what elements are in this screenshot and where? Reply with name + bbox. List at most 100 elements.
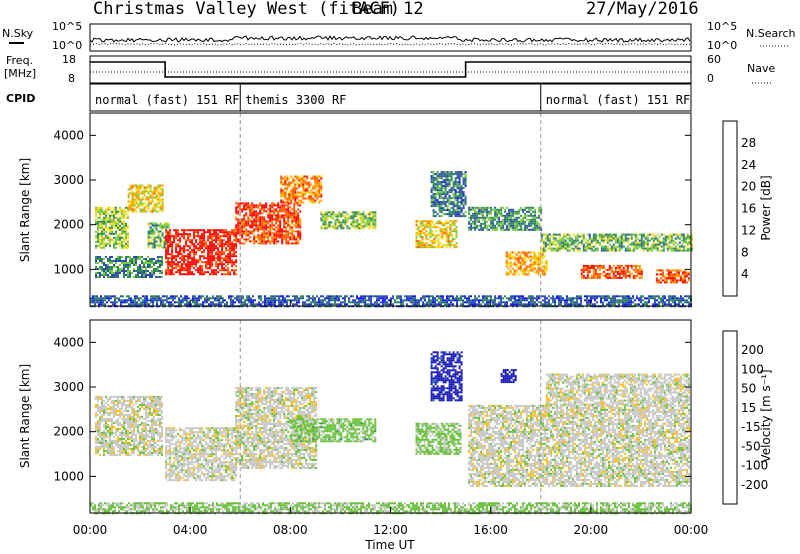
scatter-cell xyxy=(233,255,236,258)
scatter-cell xyxy=(157,236,160,239)
scatter-cell xyxy=(439,242,442,245)
scatter-cell xyxy=(266,301,268,304)
scatter-cell xyxy=(368,217,371,220)
scatter-cell xyxy=(650,237,653,240)
scatter-cell xyxy=(434,187,437,190)
scatter-cell xyxy=(390,297,392,300)
scatter-cell xyxy=(470,224,473,227)
scatter-cell xyxy=(229,257,232,260)
scatter-cell xyxy=(161,228,164,231)
scatter-cell xyxy=(186,303,188,306)
scatter-cell xyxy=(105,242,107,245)
scatter-cell xyxy=(685,271,688,274)
scatter-cell xyxy=(111,226,113,229)
scatter-cell xyxy=(338,219,341,222)
scatter-cell xyxy=(119,244,121,247)
scatter-cell xyxy=(165,231,168,234)
scatter-cell xyxy=(199,245,202,248)
scatter-cell xyxy=(149,226,152,229)
scatter-cell xyxy=(356,227,359,230)
scatter-cell xyxy=(101,236,103,239)
scatter-cell xyxy=(149,260,151,262)
scatter-cell xyxy=(291,232,294,235)
scatter-cell xyxy=(233,251,236,254)
scatter-cell xyxy=(211,249,214,252)
scatter-cell xyxy=(529,267,532,270)
scatter-cell xyxy=(608,237,611,240)
scatter-cell xyxy=(642,249,645,252)
scatter-cell xyxy=(104,303,106,306)
scatter-cell xyxy=(450,207,453,210)
scatter-cell xyxy=(137,276,139,278)
scatter-cell xyxy=(402,301,404,304)
scatter-cell xyxy=(530,228,533,231)
scatter-cell xyxy=(544,249,547,252)
scatter-cell xyxy=(189,251,192,254)
scatter-cell xyxy=(151,224,154,227)
scatter-cell xyxy=(251,210,254,213)
scatter-cell xyxy=(574,237,577,240)
scatter-cell xyxy=(494,295,496,298)
scatter-cell xyxy=(650,245,653,248)
scatter-cell xyxy=(356,213,359,216)
scatter-cell xyxy=(310,201,313,204)
scatter-cell xyxy=(233,263,236,266)
scatter-cell xyxy=(522,228,525,231)
scatter-cell xyxy=(161,200,164,203)
scatter-cell xyxy=(548,245,551,248)
scatter-cell xyxy=(126,299,128,302)
scatter-cell xyxy=(269,234,272,237)
scatter-cell xyxy=(507,257,510,260)
scatter-cell xyxy=(520,220,523,223)
scatter-cell xyxy=(484,208,487,211)
scatter-cell xyxy=(119,216,121,219)
scatter-cell xyxy=(352,301,354,304)
scatter-cell xyxy=(242,301,244,304)
scatter-cell xyxy=(155,222,158,225)
scatter-cell xyxy=(604,276,607,279)
scatter-cell xyxy=(135,264,137,266)
scatter-cell xyxy=(334,225,337,228)
scatter-cell xyxy=(247,202,250,205)
scatter-cell xyxy=(604,272,607,275)
scatter-cell xyxy=(490,222,493,225)
scatter-cell xyxy=(508,224,511,227)
scatter-cell xyxy=(342,297,344,300)
scatter-cell xyxy=(145,188,148,191)
scatter-cell xyxy=(464,185,467,188)
scatter-cell xyxy=(436,193,439,196)
scatter-cell xyxy=(666,249,669,252)
scatter-cell xyxy=(300,183,303,186)
scatter-cell xyxy=(207,249,210,252)
scatter-cell xyxy=(476,226,479,229)
scatter-cell xyxy=(604,268,607,271)
scatter-cell xyxy=(506,214,509,217)
scatter-cell xyxy=(165,269,168,272)
scatter-cell xyxy=(151,270,153,272)
scatter-cell xyxy=(183,261,186,264)
scatter-cell xyxy=(243,220,246,223)
scatter-cell xyxy=(293,212,296,215)
scatter-cell xyxy=(247,220,250,223)
scatter-cell xyxy=(237,212,240,215)
scatter-cell xyxy=(684,241,687,244)
scatter-cell xyxy=(580,274,583,277)
scatter-cell xyxy=(153,274,155,276)
scatter-cell xyxy=(280,175,283,178)
scatter-cell xyxy=(356,295,358,298)
scatter-cell xyxy=(680,249,683,252)
scatter-cell xyxy=(135,200,138,203)
scatter-cell xyxy=(500,208,503,211)
scatter-cell xyxy=(287,232,290,235)
scatter-cell xyxy=(163,226,166,229)
scatter-cell xyxy=(630,249,633,252)
scatter-cell xyxy=(146,297,148,300)
scatter-cell xyxy=(155,202,158,205)
scatter-cell xyxy=(437,244,440,247)
scatter-cell xyxy=(536,220,539,223)
scatter-cell xyxy=(203,237,206,240)
scatter-cell xyxy=(308,199,311,202)
scatter-cell xyxy=(113,216,115,219)
scatter-cell xyxy=(432,179,435,182)
scatter-cell xyxy=(179,247,182,250)
